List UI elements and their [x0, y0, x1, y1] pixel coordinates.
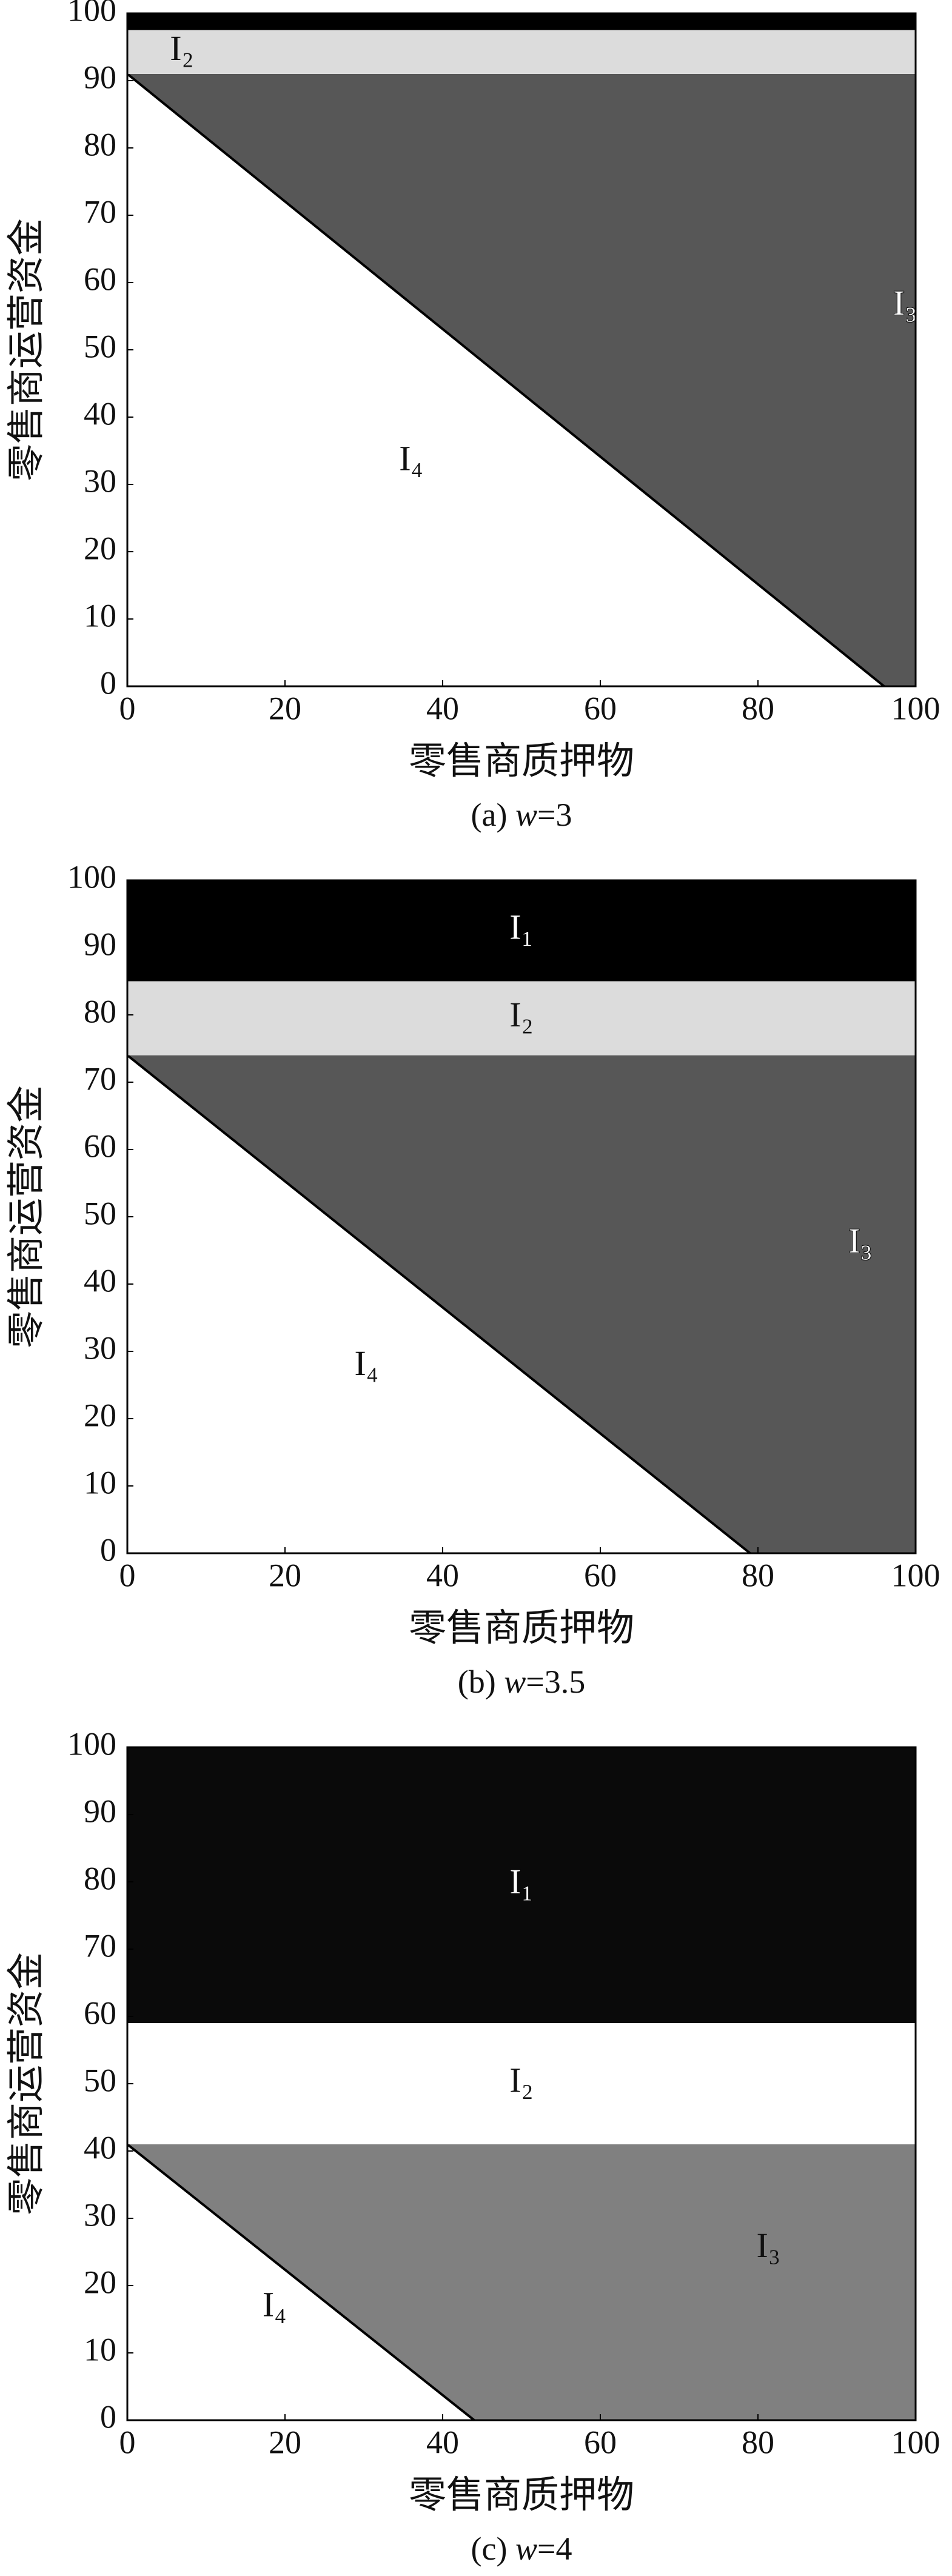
y-tick-label: 20 [84, 1397, 116, 1433]
y-tick-label: 70 [84, 1927, 116, 1964]
region-band [127, 981, 916, 1055]
x-tick-label: 0 [119, 1557, 136, 1593]
y-tick-label: 90 [84, 1793, 116, 1829]
x-tick-label: 0 [119, 690, 136, 726]
region-above [127, 2144, 916, 2420]
y-axis-label: 零售商运营资金 [6, 1952, 47, 2215]
y-tick-label: 60 [84, 1128, 116, 1164]
y-tick-label: 40 [84, 2129, 116, 2166]
x-tick-label: 100 [891, 2424, 940, 2460]
region-label: I₄ [399, 438, 423, 478]
region-band [127, 13, 916, 30]
y-axis-label: 零售商运营资金 [6, 218, 47, 481]
y-tick-label: 90 [84, 59, 116, 95]
region-above [127, 73, 916, 686]
x-tick-label: 40 [426, 1557, 459, 1593]
caption: (b) w=3.5 [458, 1664, 585, 1700]
caption-part: w [515, 797, 537, 833]
y-tick-label: 10 [84, 2331, 116, 2367]
region-label: I₃ [848, 1221, 873, 1260]
region-band [127, 30, 916, 74]
y-tick-label: 30 [84, 463, 116, 499]
caption-part: =3 [537, 797, 572, 833]
caption-part: w [504, 1664, 526, 1700]
y-tick-label: 0 [100, 2398, 116, 2435]
boundary-line [126, 73, 885, 687]
x-tick-label: 100 [891, 690, 940, 726]
region-label: I₃ [757, 2226, 781, 2265]
caption-part: =4 [537, 2531, 572, 2567]
y-tick-label: 0 [100, 1531, 116, 1568]
region-label: I₄ [355, 1343, 379, 1383]
y-tick-label: 70 [84, 193, 116, 230]
region-label: I₂ [509, 2060, 534, 2099]
caption-part: (b) [458, 1664, 504, 1700]
caption-part: (a) [471, 797, 515, 833]
x-tick-label: 20 [269, 2424, 301, 2460]
y-tick-label: 70 [84, 1060, 116, 1097]
y-tick-label: 50 [84, 328, 116, 364]
x-tick-label: 40 [426, 2424, 459, 2460]
region-band [127, 880, 916, 982]
region-label: I₂ [170, 28, 194, 68]
y-axis-label: 零售商运营资金 [6, 1085, 47, 1348]
y-tick-label: 100 [67, 858, 116, 895]
caption: (a) w=3 [471, 797, 572, 833]
y-tick-label: 40 [84, 1262, 116, 1299]
x-tick-label: 100 [891, 1557, 940, 1593]
x-tick-label: 0 [119, 2424, 136, 2460]
x-tick-label: 20 [269, 690, 301, 726]
region-label: I₂ [509, 995, 534, 1034]
x-tick-label: 20 [269, 1557, 301, 1593]
x-tick-label: 40 [426, 690, 459, 726]
x-tick-label: 60 [584, 2424, 617, 2460]
x-axis-label: 零售商质押物 [409, 1608, 634, 1649]
x-tick-label: 80 [742, 2424, 774, 2460]
y-tick-label: 20 [84, 530, 116, 566]
region-label: I₄ [263, 2284, 287, 2324]
y-tick-label: 50 [84, 1195, 116, 1231]
x-tick-label: 60 [584, 1557, 617, 1593]
caption-part: (c) [471, 2531, 515, 2567]
region-label: I₁ [509, 908, 534, 947]
x-tick-label: 80 [742, 690, 774, 726]
y-tick-label: 100 [67, 0, 116, 28]
region-label: I₃ [893, 283, 917, 323]
region-band [127, 2023, 916, 2144]
boundary-line [126, 2143, 475, 2421]
region-label: I₁ [509, 1862, 534, 1901]
x-tick-label: 80 [742, 1557, 774, 1593]
y-tick-label: 60 [84, 1995, 116, 2031]
region-band [127, 1747, 916, 2024]
y-tick-label: 10 [84, 597, 116, 634]
y-tick-label: 30 [84, 1330, 116, 1366]
y-tick-label: 50 [84, 2062, 116, 2098]
y-tick-label: 90 [84, 926, 116, 962]
y-tick-label: 0 [100, 664, 116, 701]
caption: (c) w=4 [471, 2531, 572, 2567]
y-tick-label: 80 [84, 126, 116, 162]
caption-part: =3.5 [526, 1664, 585, 1700]
y-tick-label: 80 [84, 1860, 116, 1896]
region-above [127, 1055, 916, 1553]
boundary-line [126, 1054, 751, 1554]
y-tick-label: 100 [67, 1725, 116, 1762]
x-axis-label: 零售商质押物 [409, 741, 634, 782]
y-tick-label: 80 [84, 993, 116, 1029]
y-tick-label: 60 [84, 261, 116, 297]
x-axis-label: 零售商质押物 [409, 2475, 634, 2516]
y-tick-label: 20 [84, 2264, 116, 2300]
y-tick-label: 10 [84, 1464, 116, 1500]
caption-part: w [515, 2531, 537, 2567]
y-tick-label: 30 [84, 2196, 116, 2233]
x-tick-label: 60 [584, 690, 617, 726]
y-tick-label: 40 [84, 395, 116, 432]
